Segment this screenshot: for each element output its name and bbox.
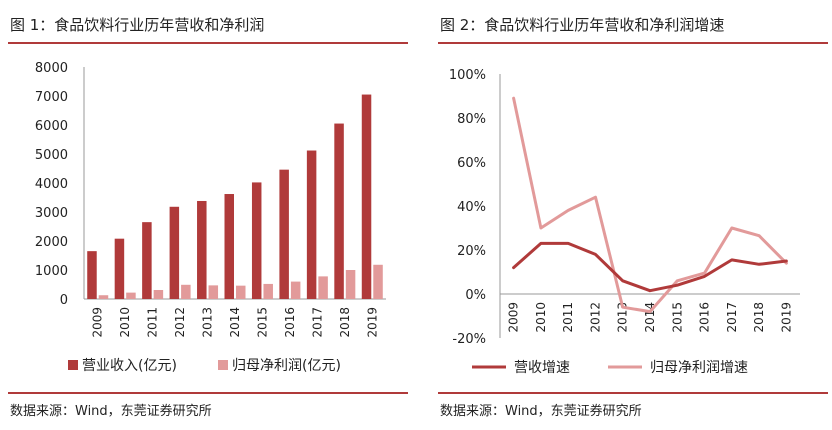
x-tick-label: 2018 — [338, 307, 352, 338]
bar-revenue — [114, 238, 125, 299]
bar-revenue — [142, 222, 152, 299]
legend-label: 归母净利润增速 — [650, 359, 748, 376]
bar-net-profit — [290, 281, 301, 299]
bar-revenue — [169, 206, 180, 299]
x-tick-label: 2013 — [201, 307, 215, 338]
legend-swatch — [68, 360, 78, 370]
x-tick-label: 2010 — [118, 307, 132, 338]
legend-swatch — [218, 360, 228, 370]
y-tick-label: 2000 — [35, 235, 68, 250]
x-tick-label: 2012 — [173, 307, 187, 338]
y-tick-label: 0% — [465, 288, 486, 303]
bar-net-profit — [373, 264, 383, 299]
title-divider — [438, 42, 828, 44]
x-tick-label: 2013 — [616, 302, 630, 333]
bar-net-profit — [263, 283, 273, 299]
bar-revenue — [279, 169, 289, 299]
line-chart: -20% 0% 20% 40% 60% 80% 100% 2009 2010 2011 2012 20… — [449, 68, 800, 376]
y-tick-label: 40% — [457, 200, 486, 215]
y-tick-label: 7000 — [35, 90, 68, 105]
x-tick-label: 2009 — [91, 307, 105, 338]
y-tick-label: 4000 — [35, 177, 68, 192]
y-tick-label: 0 — [60, 293, 68, 308]
bar-net-profit — [318, 276, 328, 299]
x-tick-label: 2019 — [365, 307, 379, 338]
series-line-revenue-growth — [512, 241, 788, 293]
x-tick-label: 2015 — [670, 302, 684, 333]
x-tick-label: 2011 — [146, 307, 160, 338]
y-tick-label: 60% — [457, 156, 486, 171]
bar-net-profit — [153, 290, 164, 299]
x-tick-label: 2017 — [725, 302, 739, 333]
source-note: 数据来源：Wind，东莞证券研究所 — [10, 404, 212, 419]
source-divider — [8, 392, 408, 394]
x-tick-label: 2014 — [228, 307, 242, 338]
x-tick-label: 2012 — [588, 302, 602, 333]
x-tick-label: 2016 — [283, 307, 297, 338]
bar-net-profit — [126, 292, 136, 299]
y-tick-label: 6000 — [35, 119, 68, 134]
chart-title: 图 1：食品饮料行业历年营收和净利润 — [10, 16, 265, 34]
series-line-profit-growth — [512, 96, 788, 314]
bar-revenue — [361, 94, 372, 299]
bar-revenue — [306, 150, 317, 299]
y-tick-label: 3000 — [35, 206, 68, 221]
title-divider — [8, 42, 408, 44]
bar-revenue — [224, 194, 234, 299]
legend-label: 营业收入(亿元) — [82, 358, 177, 374]
source-divider — [438, 392, 828, 394]
y-tick-label: -20% — [452, 332, 486, 347]
x-tick-label: 2010 — [534, 302, 548, 333]
bar-net-profit — [345, 270, 356, 299]
x-tick-label: 2015 — [255, 307, 269, 338]
chart-title: 图 2：食品饮料行业历年营收和净利润增速 — [440, 16, 725, 34]
y-tick-label: 8000 — [35, 61, 68, 76]
x-tick-label: 2011 — [561, 302, 575, 333]
bar-net-profit — [98, 295, 109, 299]
x-tick-label: 2019 — [779, 302, 793, 333]
y-tick-label: 5000 — [35, 148, 68, 163]
bar-revenue — [87, 251, 97, 299]
x-tick-label: 2017 — [310, 307, 324, 338]
bar-net-profit — [236, 285, 246, 299]
x-tick-label: 2018 — [752, 302, 766, 333]
y-tick-label: 20% — [457, 244, 486, 259]
bar-revenue — [251, 182, 262, 299]
bar-revenue — [197, 200, 207, 299]
y-tick-label: 80% — [457, 112, 486, 127]
source-note: 数据来源：Wind，东莞证券研究所 — [440, 404, 642, 419]
chart-panel-growth-rate: 图 2：食品饮料行业历年营收和净利润增速 -20% 0% 20% 40% 60% 80% 1… — [430, 0, 832, 430]
legend-label: 营收增速 — [514, 360, 570, 376]
bar-chart: 0 1000 2000 3000 4000 5000 6000 7000 8000 2009 201… — [35, 61, 386, 374]
x-tick-label: 2009 — [507, 302, 521, 333]
legend-label: 归母净利润(亿元) — [232, 357, 341, 374]
y-tick-label: 100% — [449, 68, 486, 83]
chart-panel-revenue-profit: 图 1：食品饮料行业历年营收和净利润 0 1000 2000 3000 4000 5000… — [8, 16, 408, 419]
x-tick-label: 2016 — [698, 302, 712, 333]
bar-net-profit — [208, 285, 219, 299]
bar-net-profit — [181, 284, 191, 299]
bar-revenue — [334, 123, 344, 299]
y-tick-label: 1000 — [35, 264, 68, 279]
